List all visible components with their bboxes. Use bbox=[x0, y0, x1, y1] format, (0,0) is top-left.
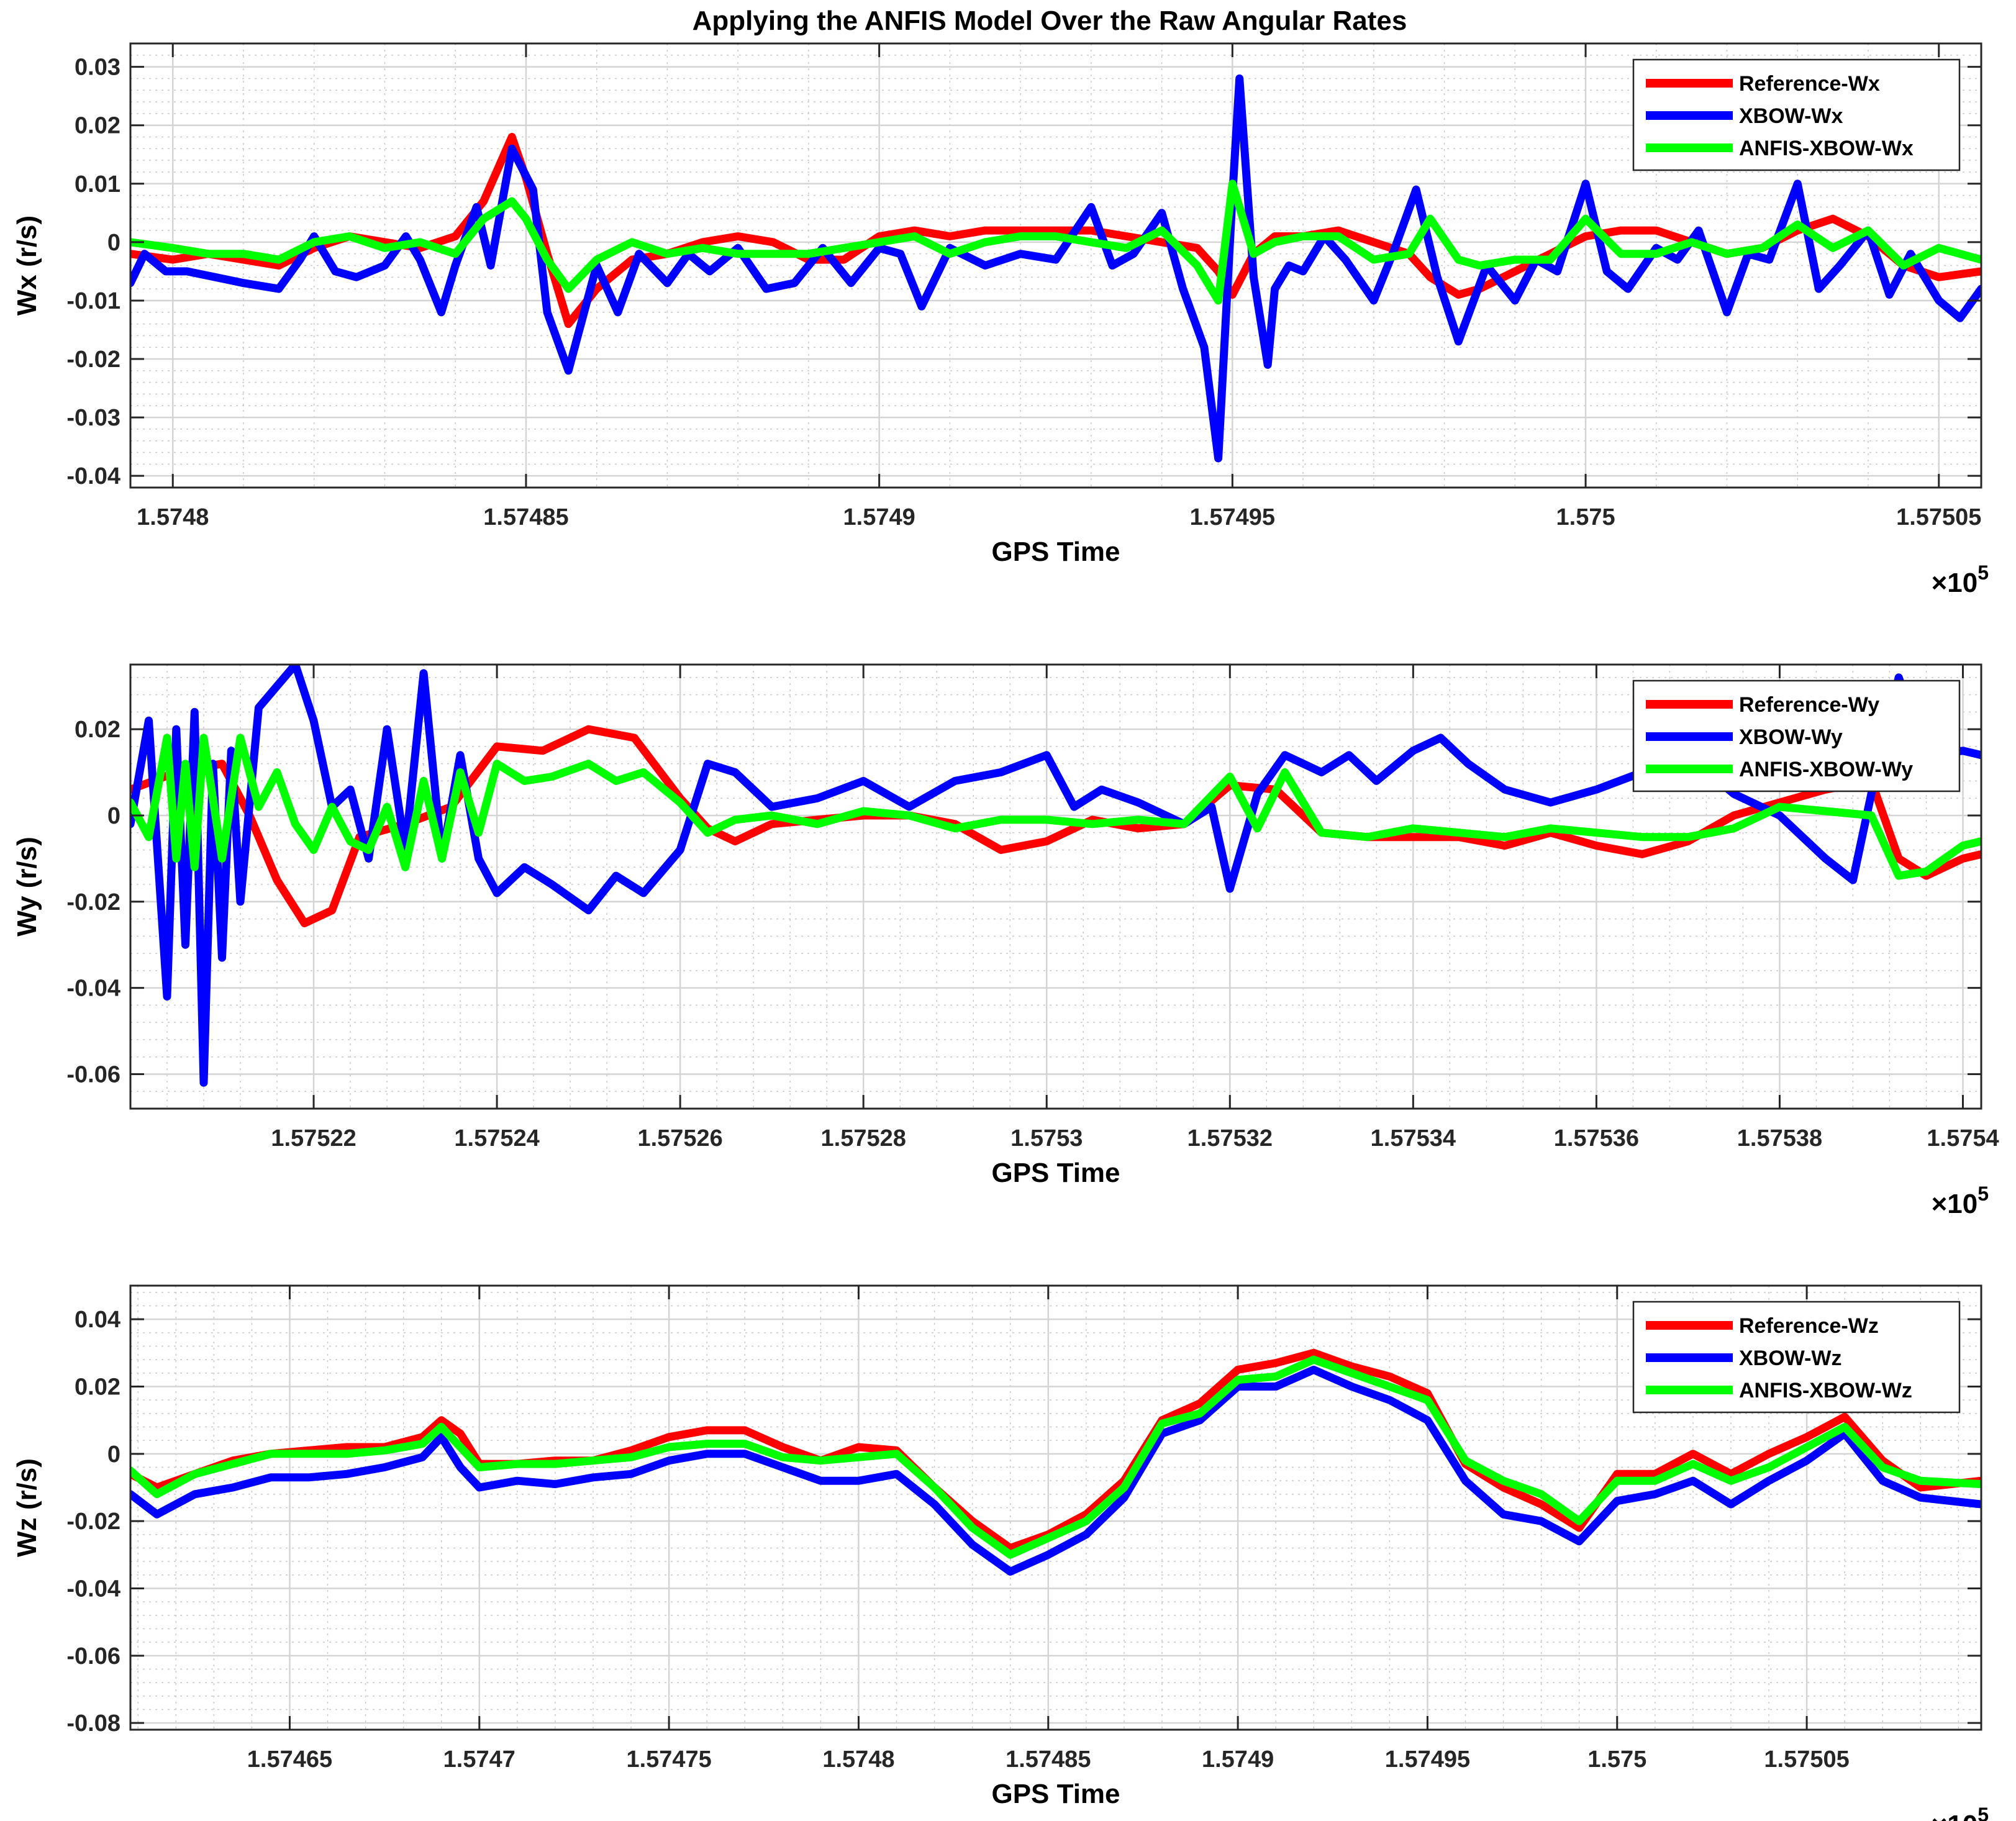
xtick-label: 1.57505 bbox=[1764, 1746, 1849, 1773]
xtick-label: 1.57485 bbox=[483, 504, 568, 530]
legend-entry: Reference-Wz bbox=[1739, 1314, 1879, 1338]
xtick-label: 1.57524 bbox=[454, 1125, 539, 1151]
y-axis-label: Wz (r/s) bbox=[12, 1458, 42, 1557]
x-exponent-label: ×105 bbox=[1932, 1804, 1989, 1821]
xtick-label: 1.57538 bbox=[1737, 1125, 1822, 1151]
xtick-label: 1.57505 bbox=[1896, 504, 1981, 530]
legend-entry: ANFIS-XBOW-Wz bbox=[1739, 1379, 1912, 1402]
xtick-label: 1.575 bbox=[1587, 1746, 1646, 1773]
ytick-label: 0.03 bbox=[75, 55, 120, 81]
legend-entry: XBOW-Wx bbox=[1739, 104, 1843, 128]
ytick-label: 0 bbox=[107, 803, 120, 829]
xtick-label: 1.57522 bbox=[271, 1125, 356, 1151]
series-group bbox=[130, 1348, 1981, 1576]
xtick-label: 1.57495 bbox=[1190, 504, 1275, 530]
ytick-label: 0 bbox=[107, 230, 120, 256]
xtick-label: 1.5749 bbox=[1202, 1746, 1274, 1773]
panel-wx: -0.04 -0.03 -0.02 -0.01 0 0.01 0.02 0.03 1.5748 1… bbox=[12, 42, 1989, 598]
legend-entry: XBOW-Wy bbox=[1739, 725, 1843, 749]
xtick-label: 1.57534 bbox=[1371, 1125, 1456, 1151]
series-line-xbow-wy bbox=[130, 665, 1981, 1087]
xtick-label: 1.5748 bbox=[822, 1746, 894, 1773]
xtick-label: 1.57532 bbox=[1187, 1125, 1273, 1151]
legend-entry: XBOW-Wz bbox=[1739, 1346, 1842, 1370]
xtick-label: 1.57528 bbox=[821, 1125, 906, 1151]
xtick-label: 1.57536 bbox=[1554, 1125, 1639, 1151]
grid bbox=[130, 43, 1981, 488]
xtick-label: 1.5753 bbox=[1010, 1125, 1083, 1151]
ytick-label: -0.03 bbox=[66, 405, 120, 431]
axes-frame bbox=[129, 663, 1982, 1110]
legend: Reference-Wy XBOW-Wy ANFIS-XBOW-Wy bbox=[1632, 679, 1961, 792]
legend-entry: ANFIS-XBOW-Wy bbox=[1739, 758, 1913, 781]
series-line-reference-wz bbox=[130, 1348, 1981, 1552]
ytick-label: -0.04 bbox=[66, 1576, 120, 1602]
xtick-label: 1.57475 bbox=[626, 1746, 711, 1773]
ytick-label: 0.02 bbox=[75, 1374, 120, 1401]
ytick-label: -0.02 bbox=[66, 1509, 120, 1535]
x-exponent-label: ×105 bbox=[1932, 1183, 1989, 1219]
ytick-label: -0.06 bbox=[66, 1643, 120, 1669]
legend-entry: ANFIS-XBOW-Wx bbox=[1739, 137, 1914, 160]
ytick-label: 0.02 bbox=[75, 717, 120, 743]
series-group bbox=[130, 665, 1981, 1087]
ytick-label: 0 bbox=[107, 1442, 120, 1468]
ytick-label: -0.02 bbox=[66, 889, 120, 915]
x-exponent-label: ×105 bbox=[1932, 561, 1989, 598]
ytick-label: -0.04 bbox=[66, 463, 120, 489]
legend: Reference-Wx XBOW-Wx ANFIS-XBOW-Wx bbox=[1632, 58, 1961, 171]
xtick-label: 1.5748 bbox=[137, 504, 209, 530]
series-line-reference-wy bbox=[130, 725, 1981, 927]
xtick-label: 1.57526 bbox=[637, 1125, 722, 1151]
ytick-label: -0.02 bbox=[66, 347, 120, 373]
legend-entry: Reference-Wx bbox=[1739, 72, 1880, 96]
xtick-label: 1.57495 bbox=[1385, 1746, 1470, 1773]
ytick-label: -0.01 bbox=[66, 288, 120, 314]
series-line-anfis-xbow-wz bbox=[130, 1355, 1981, 1559]
xtick-label: 1.5754 bbox=[1927, 1125, 1999, 1151]
ytick-label: 0.02 bbox=[75, 113, 120, 139]
panel-wz: -0.08 -0.06 -0.04 -0.02 0 0.02 0.04 1.57465 1.57… bbox=[12, 1284, 1989, 1821]
xtick-label: 1.5749 bbox=[843, 504, 915, 530]
y-axis-label: Wx (r/s) bbox=[12, 216, 42, 316]
legend: Reference-Wz XBOW-Wz ANFIS-XBOW-Wz bbox=[1632, 1301, 1961, 1414]
ytick-label: -0.08 bbox=[66, 1710, 120, 1737]
figure-title: Applying the ANFIS Model Over the Raw An… bbox=[692, 6, 1407, 36]
series-line-xbow-wz bbox=[130, 1365, 1981, 1576]
ytick-label: 0.04 bbox=[75, 1307, 120, 1333]
xtick-label: 1.57485 bbox=[1006, 1746, 1091, 1773]
xtick-label: 1.57465 bbox=[247, 1746, 332, 1773]
ytick-label: -0.04 bbox=[66, 976, 120, 1002]
x-axis-label: GPS Time bbox=[991, 1779, 1120, 1809]
series-line-anfis-xbow-wy bbox=[130, 733, 1981, 880]
x-axis-label: GPS Time bbox=[991, 1158, 1120, 1188]
legend-entry: Reference-Wy bbox=[1739, 693, 1879, 717]
y-axis-label: Wy (r/s) bbox=[12, 837, 42, 937]
x-axis-label: GPS Time bbox=[991, 537, 1120, 567]
ytick-label: 0.01 bbox=[75, 171, 120, 198]
xtick-label: 1.5747 bbox=[443, 1746, 515, 1773]
axes-frame bbox=[129, 42, 1982, 489]
series-group bbox=[130, 74, 1981, 463]
ytick-label: -0.06 bbox=[66, 1061, 120, 1088]
axes-frame bbox=[129, 1284, 1982, 1731]
panel-wy: -0.06 -0.04 -0.02 0 0.02 1.57522 1.57524 1.5752… bbox=[12, 663, 1999, 1219]
xtick-label: 1.575 bbox=[1556, 504, 1615, 530]
series-line-anfis-xbow-wx bbox=[130, 179, 1981, 305]
